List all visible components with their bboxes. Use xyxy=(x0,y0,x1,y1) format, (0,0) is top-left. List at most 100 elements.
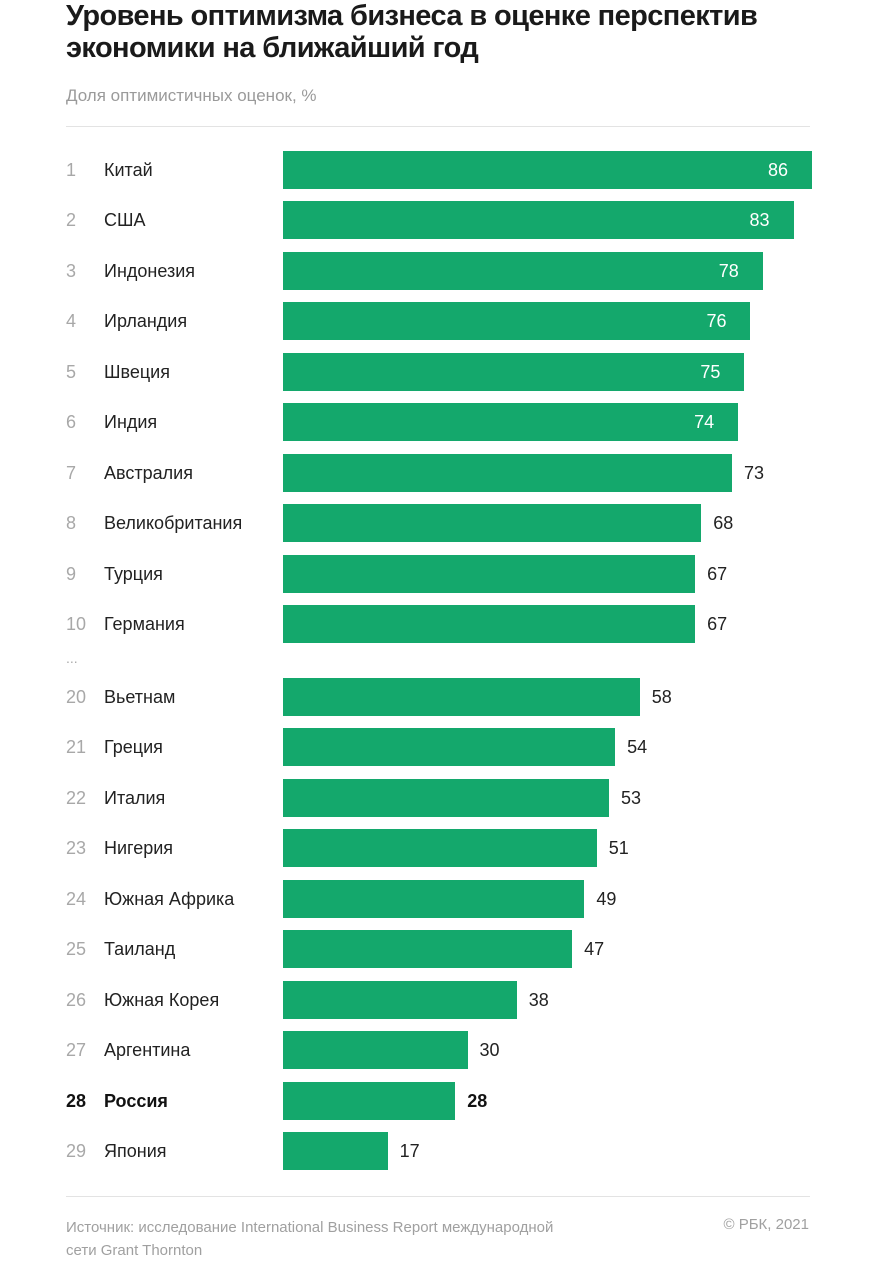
rank-label: 1 xyxy=(66,160,77,180)
rank-label: 2 xyxy=(66,210,77,231)
value-label: 67 xyxy=(707,563,728,584)
bar-row: 9 Турция 67 xyxy=(0,554,871,593)
value-label: 86 xyxy=(768,160,789,180)
rank-label: 24 xyxy=(66,888,87,909)
rank-label: 28 xyxy=(66,1090,87,1111)
divider-bottom xyxy=(66,1196,810,1197)
value-label: 30 xyxy=(479,1040,500,1061)
country-label: Россия xyxy=(104,1090,168,1111)
value-label: 68 xyxy=(713,513,734,534)
bar xyxy=(283,1031,468,1070)
source-note: Источник: исследование International Bus… xyxy=(66,1219,554,1259)
bar xyxy=(283,554,696,593)
copyright: © РБК, 2021 xyxy=(723,1216,809,1233)
bar-row: 26 Южная Корея 38 xyxy=(0,980,871,1019)
rank-label: 22 xyxy=(66,787,87,808)
rank-label: 23 xyxy=(66,838,87,859)
rank-label: 7 xyxy=(66,462,77,483)
value-label: 51 xyxy=(608,838,629,859)
rank-label: 10 xyxy=(66,614,87,635)
bar xyxy=(283,728,616,767)
country-label: Индонезия xyxy=(104,260,196,281)
country-label: Швеция xyxy=(104,361,170,382)
bar-row: 24 Южная Африка 49 xyxy=(0,879,871,918)
bar-row: 29 Япония 17 xyxy=(0,1132,871,1171)
value-label: 49 xyxy=(596,888,617,909)
country-label: Таиланд xyxy=(104,939,176,960)
country-label: Великобритания xyxy=(104,513,243,534)
value-label: 67 xyxy=(707,614,728,635)
bar xyxy=(283,678,640,716)
bar xyxy=(283,403,739,442)
bar xyxy=(283,504,702,543)
country-label: Китай xyxy=(104,160,153,180)
value-label: 28 xyxy=(467,1090,488,1111)
divider-top xyxy=(66,126,810,127)
bar-row: 28 Россия 28 xyxy=(0,1081,871,1120)
value-label: 38 xyxy=(528,989,549,1010)
bar-row: 8 Великобритания 68 xyxy=(0,504,871,543)
bar xyxy=(283,980,517,1019)
country-label: Греция xyxy=(104,737,163,758)
country-label: Австралия xyxy=(104,462,193,483)
value-label: 47 xyxy=(584,939,605,960)
value-label: 73 xyxy=(744,462,765,483)
bar-row: 22 Италия 53 xyxy=(0,778,871,817)
bar-row: 25 Таиланд 47 xyxy=(0,930,871,969)
bar-row: 6 Индия 74 xyxy=(0,403,871,442)
country-label: Германия xyxy=(104,614,185,635)
country-label: Нигерия xyxy=(104,838,174,859)
value-label: 17 xyxy=(399,1141,420,1162)
rank-label: 3 xyxy=(66,260,77,281)
bar-row: 5 Швеция 75 xyxy=(0,352,871,391)
bar-row: 21 Греция 54 xyxy=(0,728,871,767)
chart-subtitle: Доля оптимистичных оценок, % xyxy=(66,86,317,105)
bar-row: 2 США 83 xyxy=(0,201,871,240)
bar xyxy=(283,829,597,868)
value-label: 54 xyxy=(627,737,648,758)
bar xyxy=(283,1081,456,1120)
country-label: Индия xyxy=(104,412,158,433)
bar xyxy=(283,879,585,918)
rank-label: 26 xyxy=(66,989,87,1010)
rank-label: 27 xyxy=(66,1040,87,1061)
bar xyxy=(283,352,745,391)
country-label: Япония xyxy=(104,1141,167,1162)
bar xyxy=(283,930,573,969)
bar xyxy=(283,151,812,189)
bar xyxy=(283,251,763,290)
value-label: 78 xyxy=(718,260,739,281)
country-label: Ирландия xyxy=(104,311,188,332)
country-label: Вьетнам xyxy=(104,687,176,707)
rank-label: 25 xyxy=(66,939,87,960)
value-label: 75 xyxy=(700,361,721,382)
rank-label: 20 xyxy=(66,687,87,707)
value-label: 74 xyxy=(694,412,715,433)
bar xyxy=(283,453,733,492)
rank-label: 9 xyxy=(66,563,77,584)
bar xyxy=(283,201,794,240)
ellipsis: ... xyxy=(66,650,78,666)
bar-row: 4 Ирландия 76 xyxy=(0,302,871,341)
bar-row: 3 Индонезия 78 xyxy=(0,251,871,290)
value-label: 58 xyxy=(651,687,672,707)
country-label: Италия xyxy=(104,787,166,808)
bar xyxy=(283,778,609,817)
rank-label: 8 xyxy=(66,513,77,534)
value-label: 76 xyxy=(706,311,727,332)
rank-label: 29 xyxy=(66,1141,87,1162)
chart-title: Уровень оптимизма бизнеса в оценке персп… xyxy=(66,0,758,64)
bar-row: 20 Вьетнам 58 xyxy=(0,678,871,716)
rank-label: 21 xyxy=(66,737,87,758)
rank-label: 5 xyxy=(66,361,77,382)
bar xyxy=(283,605,696,644)
bar-row: 1 Китай 86 xyxy=(0,151,871,189)
value-label: 53 xyxy=(621,787,642,808)
bar-row: 7 Австралия 73 xyxy=(0,453,871,492)
bar-row: 27 Аргентина 30 xyxy=(0,1031,871,1070)
country-label: США xyxy=(104,210,146,231)
country-label: Южная Корея xyxy=(104,989,220,1010)
country-label: Турция xyxy=(104,563,163,584)
country-label: Аргентина xyxy=(104,1040,191,1061)
